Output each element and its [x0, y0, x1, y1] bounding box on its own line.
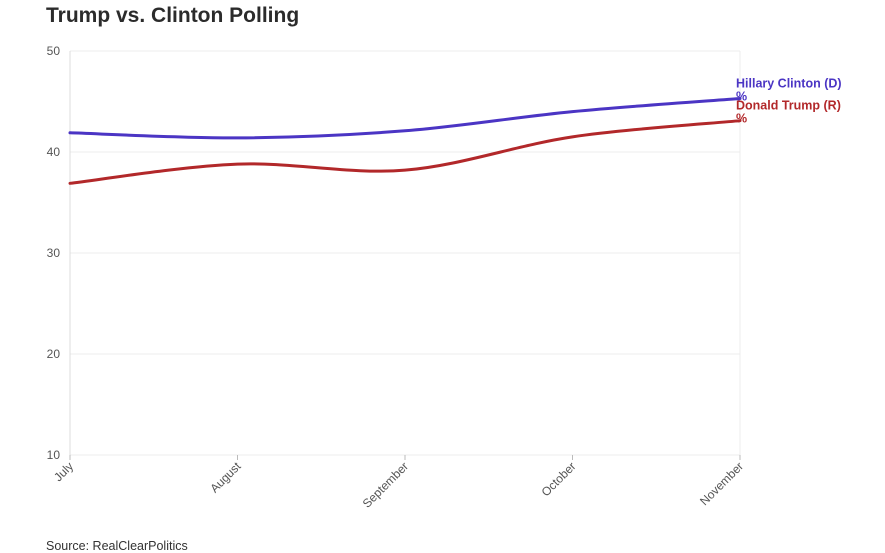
y-tick-label: 50: [47, 44, 61, 58]
grid-layer: [69, 50, 741, 456]
series-unit-hillary-clinton-d: %: [736, 89, 747, 103]
series-line-hillary-clinton-d: [68, 96, 742, 140]
y-tick-label: 20: [47, 347, 61, 361]
series-labels: Hillary Clinton (D)%Donald Trump (R)%: [736, 76, 842, 125]
x-tick-label: November: [697, 459, 746, 508]
x-tick-label: October: [539, 459, 579, 499]
chart-title: Trump vs. Clinton Polling: [46, 4, 300, 27]
x-axis: July August September October November: [51, 455, 746, 511]
series-label-hillary-clinton-d: Hillary Clinton (D): [736, 76, 842, 90]
series-layer: [68, 96, 742, 185]
x-tick-label: September: [360, 459, 411, 510]
source-note: Source: RealClearPolitics: [46, 539, 188, 553]
y-tick-label: 40: [47, 145, 61, 159]
series-label-donald-trump-r: Donald Trump (R): [736, 99, 841, 113]
y-axis: 10 20 30 40 50: [47, 44, 61, 462]
x-tick-label: July: [51, 459, 76, 484]
x-tick-label: August: [207, 459, 244, 496]
series-line-donald-trump-r: [68, 119, 742, 185]
series-unit-donald-trump-r: %: [736, 112, 747, 126]
y-tick-label: 30: [47, 246, 61, 260]
y-tick-label: 10: [47, 448, 61, 462]
